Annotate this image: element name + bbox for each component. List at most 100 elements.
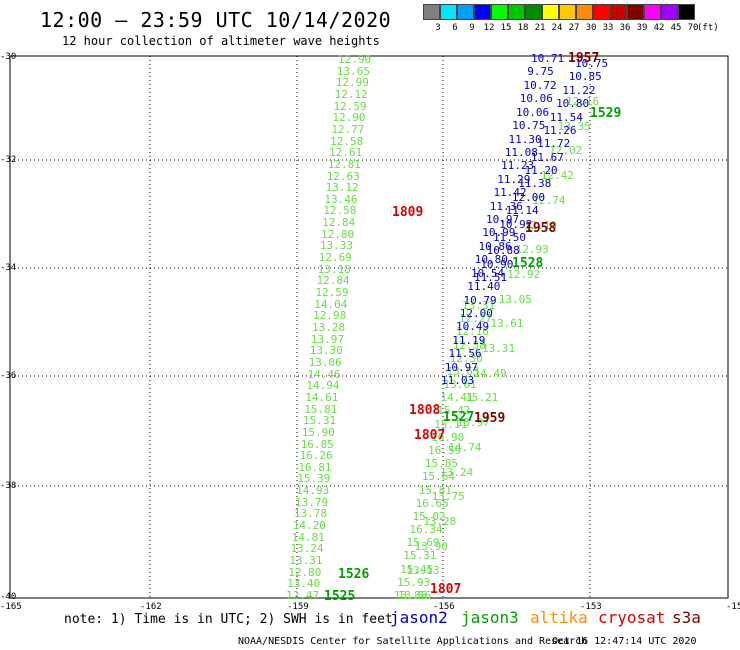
legend-label: 42 bbox=[653, 23, 665, 33]
wave-height-value: 13.18 bbox=[317, 262, 351, 276]
wave-height-value: 14.20 bbox=[292, 519, 326, 533]
wave-height-value: 13.63 bbox=[446, 364, 480, 378]
longitude-label: -153 bbox=[580, 602, 602, 612]
wave-height-value: 10.88 bbox=[486, 244, 520, 258]
wave-height-value: 10.49 bbox=[456, 320, 490, 334]
wave-height-value: 11.03 bbox=[441, 374, 475, 387]
legend-swatch bbox=[525, 4, 542, 20]
wave-height-value: 12.02 bbox=[549, 144, 583, 158]
wave-height-value: 13.28 bbox=[312, 321, 346, 334]
wave-height-value: 13.40 bbox=[287, 577, 321, 591]
wave-height-value: 13.24 bbox=[440, 465, 474, 479]
wave-height-value: 10.97 bbox=[486, 213, 520, 226]
legend-label: 18 bbox=[517, 23, 529, 33]
wave-height-value: 11.54 bbox=[549, 110, 583, 124]
wave-height-value: 14.49 bbox=[473, 366, 507, 380]
wave-height-value: 12.30 bbox=[449, 351, 483, 365]
latitude-label: -32 bbox=[0, 155, 17, 165]
latitude-label: -30 bbox=[0, 52, 17, 62]
wave-height-value: 12.84 bbox=[322, 216, 356, 230]
legend-swatch bbox=[508, 4, 525, 20]
legend-label: 9 bbox=[469, 23, 475, 33]
wave-height-value: 11.56 bbox=[448, 347, 482, 361]
wave-height-value: 10.80 bbox=[474, 253, 508, 267]
legend-swatch bbox=[559, 4, 576, 20]
wave-height-value: 11.30 bbox=[508, 132, 542, 146]
wave-height-value: 10.85 bbox=[568, 70, 602, 84]
pass-time-label: 1808 bbox=[409, 403, 441, 418]
legend-swatch bbox=[610, 4, 627, 20]
satellite-name: altika bbox=[530, 608, 588, 627]
longitude-label: -165 bbox=[0, 602, 22, 612]
wave-height-value: 14.93 bbox=[296, 484, 330, 498]
satellite-name: cryosat bbox=[598, 608, 666, 627]
wave-height-value: 13.75 bbox=[431, 490, 465, 504]
wave-height-value: 12.74 bbox=[532, 193, 566, 207]
wave-height-value: 16.90 bbox=[431, 430, 465, 444]
wave-height-value: 10.90 bbox=[480, 257, 514, 271]
wave-height-value: 12.90 bbox=[338, 53, 372, 66]
legend-label: 30 bbox=[585, 23, 597, 33]
wave-height-value: 12.19 bbox=[524, 218, 558, 232]
pass-time-label: 1957 bbox=[568, 51, 600, 66]
wave-height-value: 13.13 bbox=[406, 564, 440, 578]
legend-label: 21 bbox=[534, 23, 546, 33]
wave-height-value: 14.74 bbox=[448, 440, 482, 454]
wave-height-value: 15.81 bbox=[418, 483, 452, 497]
wave-height-value: 15.45 bbox=[400, 562, 434, 576]
wave-height-value: 11.23 bbox=[501, 159, 535, 173]
wave-height-value: 11.26 bbox=[543, 123, 577, 137]
wave-height-value: 16.85 bbox=[300, 437, 334, 451]
wave-height-value: 13.65 bbox=[336, 64, 370, 78]
wave-height-value: 11.29 bbox=[497, 172, 531, 186]
wave-height-value: 10.06 bbox=[519, 92, 553, 106]
legend-label: 33 bbox=[602, 23, 614, 33]
pass-time-label: 1958 bbox=[525, 221, 557, 236]
wave-height-value: 11.51 bbox=[474, 271, 508, 284]
wave-height-value: 13.86 bbox=[394, 589, 428, 602]
legend-label: 12 bbox=[483, 23, 495, 33]
longitude-label: -156 bbox=[433, 602, 455, 612]
pass-time-label: 1528 bbox=[512, 256, 544, 271]
wave-height-value: 10.80 bbox=[556, 97, 590, 111]
wave-height-value: 12.00 bbox=[511, 190, 545, 204]
wave-height-value: 16.81 bbox=[298, 460, 332, 474]
wave-height-value: 13.97 bbox=[310, 332, 344, 346]
wave-height-value: 13.24 bbox=[290, 542, 324, 556]
legend-swatch bbox=[491, 4, 508, 20]
wave-height-value: 12.98 bbox=[313, 309, 347, 323]
wave-height-value: 15.81 bbox=[304, 402, 338, 416]
latitude-label: -36 bbox=[0, 371, 17, 381]
wave-height-value: 13.61 bbox=[490, 317, 524, 331]
legend-label: 27 bbox=[568, 23, 580, 33]
wave-height-value: 9.75 bbox=[527, 65, 554, 79]
wave-height-value: 13.33 bbox=[319, 239, 354, 253]
generated-timestamp: Oct 16 12:47:14 UTC 2020 bbox=[552, 636, 697, 647]
legend-swatch bbox=[678, 4, 695, 20]
wave-height-value: 10.86 bbox=[478, 239, 512, 253]
latitude-label: -40 bbox=[0, 592, 17, 602]
pass-time-label: 1529 bbox=[590, 106, 622, 121]
wave-height-value: 12.81 bbox=[327, 157, 361, 171]
legend-swatch bbox=[457, 4, 474, 20]
wave-height-value: 12.90 bbox=[332, 111, 366, 125]
wave-height-value: 14.81 bbox=[291, 530, 325, 544]
wave-height-value: 13.61 bbox=[443, 378, 477, 392]
wave-height-value: 15.42 bbox=[437, 404, 471, 418]
wave-height-value: 11.38 bbox=[518, 177, 552, 191]
wave-height-value: 12.93 bbox=[515, 243, 549, 257]
wave-height-value: 10.92 bbox=[499, 217, 533, 231]
legend-swatch bbox=[542, 4, 559, 20]
wave-height-value: 16.59 bbox=[428, 444, 462, 457]
legend-label: 36 bbox=[619, 23, 631, 33]
wave-height-value: 13.28 bbox=[423, 514, 457, 528]
wave-height-value: 13.56 bbox=[398, 589, 432, 602]
wave-height-value: 10.72 bbox=[523, 78, 557, 92]
wave-height-value: 11.50 bbox=[492, 230, 527, 244]
wave-height-value: 12.12 bbox=[334, 87, 368, 101]
wave-height-value: 13.97 bbox=[456, 416, 490, 430]
legend-swatch bbox=[440, 4, 457, 20]
pass-time-label: 1809 bbox=[392, 205, 424, 220]
wave-height-value: 15.02 bbox=[412, 509, 446, 523]
